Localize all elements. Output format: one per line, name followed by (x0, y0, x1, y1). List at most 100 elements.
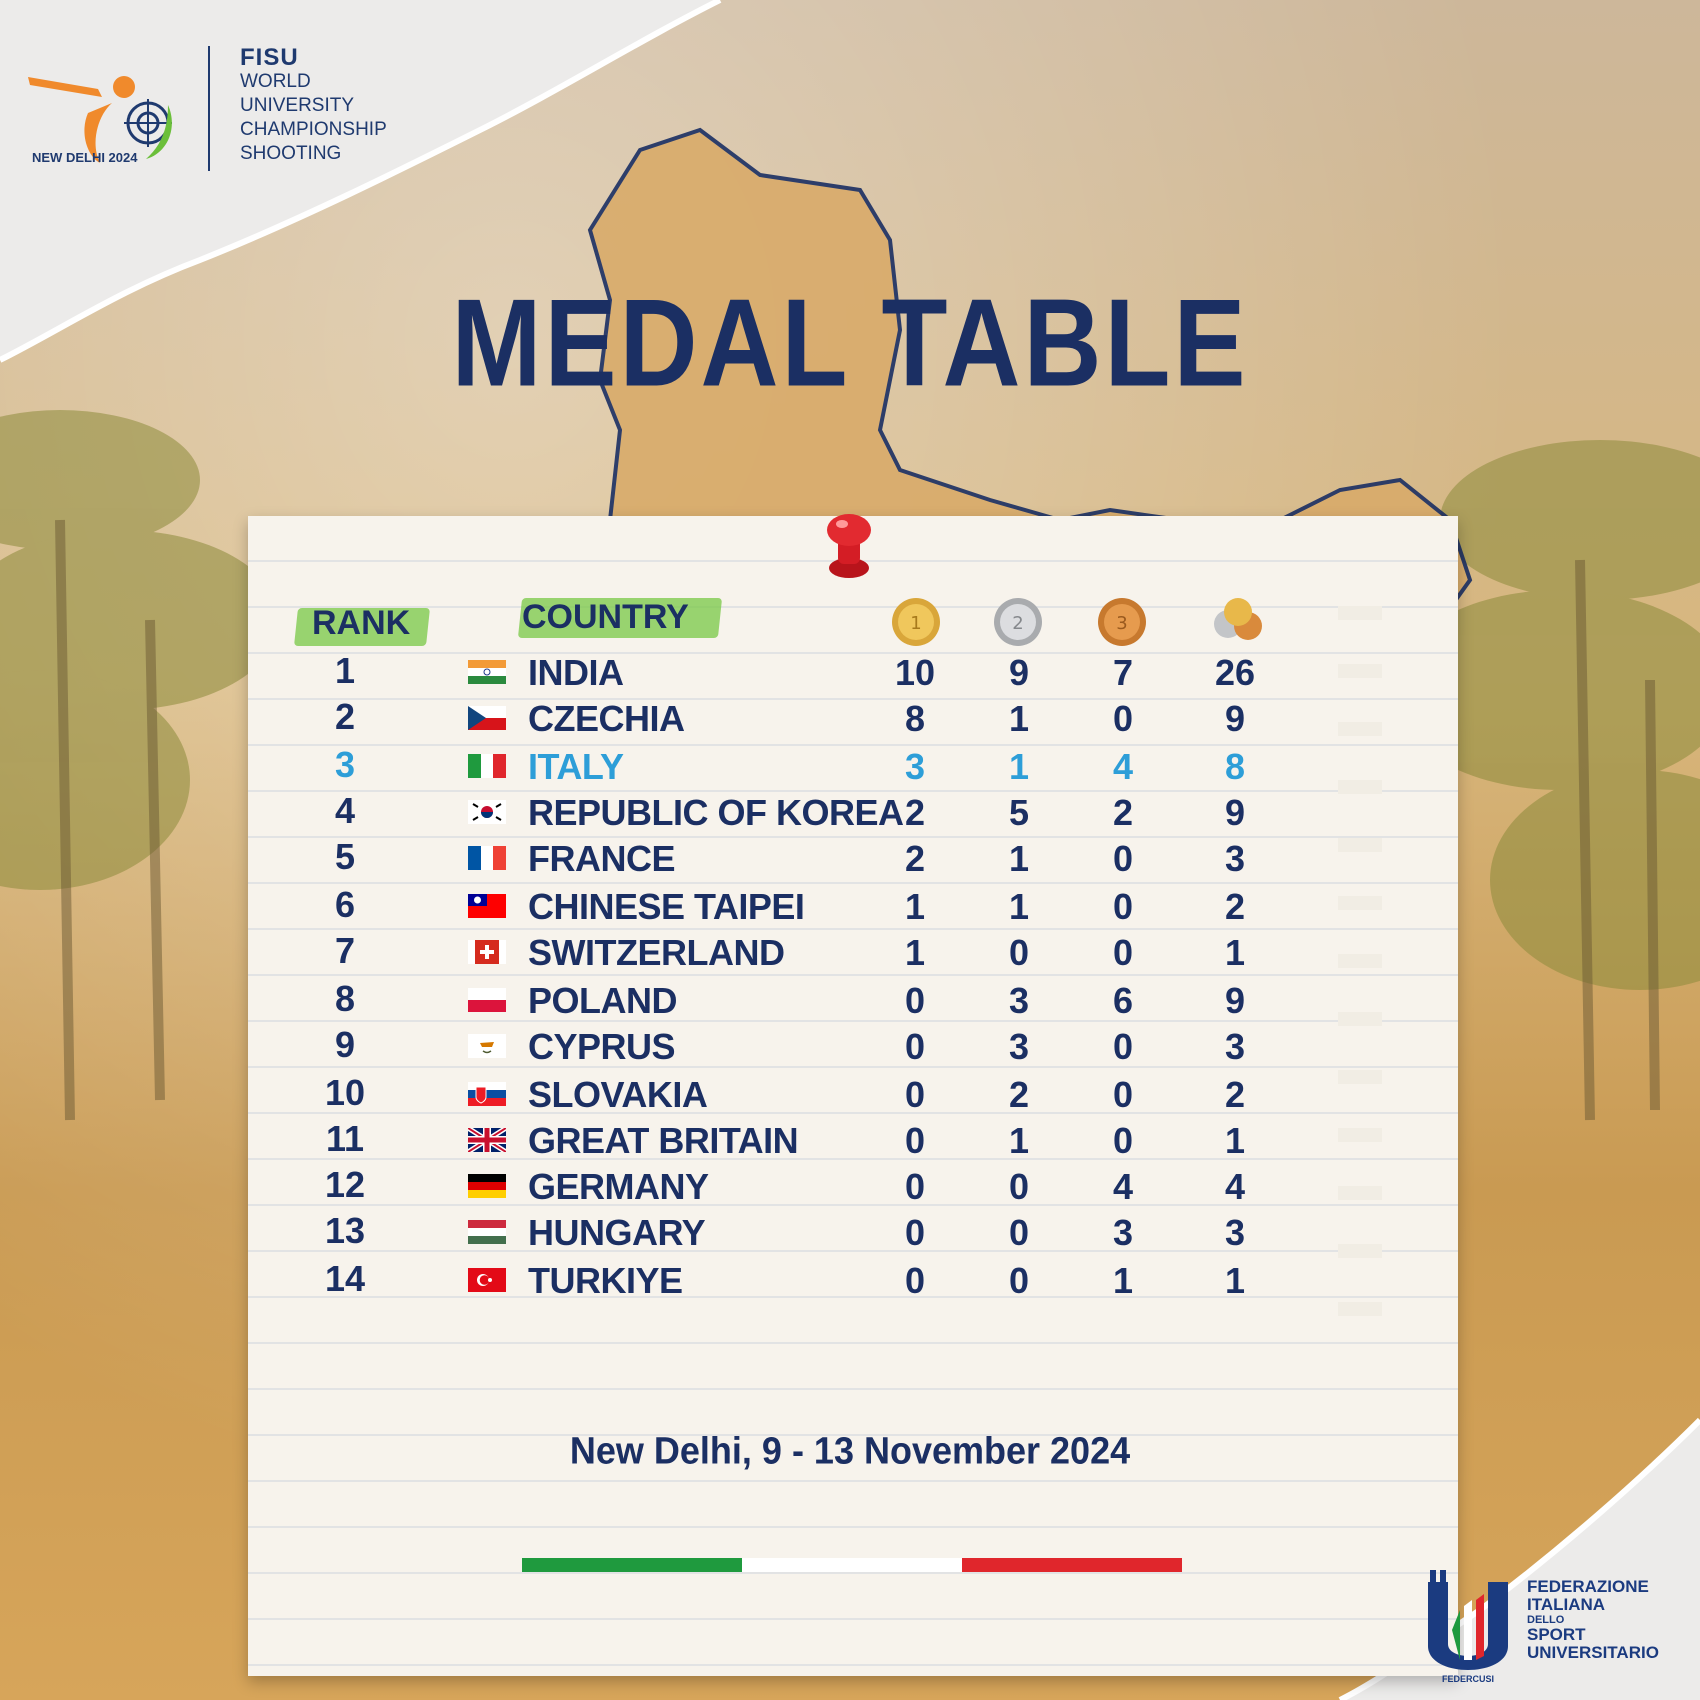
germany-flag-icon (468, 1174, 506, 1198)
total-count-cell: 1 (1224, 1260, 1246, 1301)
switzerland-flag-icon (468, 940, 506, 964)
hungary-flag-icon (468, 1220, 506, 1244)
table-row: 9 CYPRUS 0 3 0 3 (0, 1024, 1700, 1070)
championship-line: CHAMPIONSHIP (240, 119, 387, 140)
silver-count-cell: 0 (1008, 932, 1030, 973)
svg-text:2: 2 (1012, 613, 1023, 634)
bronze-count-cell: 0 (1112, 1074, 1134, 1115)
country-cell: CHINESE TAIPEI (528, 886, 805, 927)
bronze-count-cell: 0 (1112, 886, 1134, 927)
gold-count-cell: 10 (894, 652, 936, 693)
korea-flag-icon (468, 800, 506, 824)
gold-count-cell: 1 (904, 886, 926, 927)
country-cell: GREAT BRITAIN (528, 1120, 799, 1161)
bronze-count-cell: 0 (1112, 698, 1134, 739)
rank-cell: 4 (334, 790, 356, 831)
total-medals-icon (1214, 598, 1262, 640)
india-flag-icon (468, 660, 506, 684)
table-row: 1 INDIA 10 9 7 26 (0, 650, 1700, 696)
country-cell: SWITZERLAND (528, 932, 785, 973)
gold-count-cell: 2 (904, 792, 926, 833)
total-count-cell: 2 (1224, 1074, 1246, 1115)
bronze-count-cell: 0 (1112, 1120, 1134, 1161)
svg-text:1: 1 (910, 613, 921, 634)
rank-cell: 8 (334, 978, 356, 1019)
silver-count-cell: 1 (1008, 1120, 1030, 1161)
rank-cell: 14 (324, 1258, 366, 1299)
palm-trees-background (0, 410, 1700, 1121)
gold-count-cell: 0 (904, 1212, 926, 1253)
total-count-cell: 9 (1224, 698, 1246, 739)
rank-cell: 5 (334, 836, 356, 877)
country-cell: GERMANY (528, 1166, 709, 1207)
france-flag-icon (468, 846, 506, 870)
chinese-taipei-flag-icon (468, 894, 506, 918)
total-count-cell: 1 (1224, 932, 1246, 973)
country-cell: ITALY (528, 746, 624, 787)
page-title: MEDAL TABLE (451, 272, 1249, 413)
great-britain-flag-icon (468, 1128, 506, 1152)
bronze-count-cell: 4 (1112, 746, 1134, 787)
rank-cell: 2 (334, 696, 356, 737)
table-row: 4 REPUBLIC OF KOREA 2 5 2 9 (0, 790, 1700, 836)
fisu-shooting-logo (28, 76, 172, 163)
federation-line: DELLO (1527, 1614, 1565, 1626)
gold-count-cell: 2 (904, 838, 926, 879)
silver-count-cell: 2 (1008, 1074, 1030, 1115)
gold-count-cell: 0 (904, 1166, 926, 1207)
silver-count-cell: 0 (1008, 1166, 1030, 1207)
country-cell: REPUBLIC OF KOREA (528, 792, 904, 833)
silver-count-cell: 1 (1008, 886, 1030, 927)
cyprus-flag-icon (468, 1034, 506, 1058)
rank-cell: 7 (334, 930, 356, 971)
total-count-cell: 26 (1214, 652, 1256, 693)
push-pin-icon (827, 514, 871, 578)
country-cell: TURKIYE (528, 1260, 683, 1301)
table-row: 10 SLOVAKIA 0 2 0 2 (0, 1072, 1700, 1118)
bronze-count-cell: 0 (1112, 838, 1134, 879)
table-row: 2 CZECHIA 8 1 0 9 (0, 696, 1700, 742)
logo-divider (208, 46, 210, 171)
total-count-cell: 2 (1224, 886, 1246, 927)
tricolor-white-segment (742, 1558, 962, 1572)
rank-cell: 6 (334, 884, 356, 925)
country-cell: CZECHIA (528, 698, 685, 739)
bronze-medal-icon: 3 (1098, 598, 1146, 646)
silver-count-cell: 1 (1008, 746, 1030, 787)
total-count-cell: 1 (1224, 1120, 1246, 1161)
total-count-cell: 9 (1224, 792, 1246, 833)
bronze-count-cell: 6 (1112, 980, 1134, 1021)
table-row: 6 CHINESE TAIPEI 1 1 0 2 (0, 884, 1700, 930)
torn-paper-top (0, 0, 722, 363)
silver-medal-icon: 2 (994, 598, 1042, 646)
bronze-count-cell: 3 (1112, 1212, 1134, 1253)
gold-count-cell: 8 (904, 698, 926, 739)
federation-line: FEDERAZIONE (1527, 1577, 1649, 1596)
rank-header: RANK (312, 604, 411, 642)
total-count-cell: 3 (1224, 838, 1246, 879)
silver-count-cell: 0 (1008, 1260, 1030, 1301)
gold-count-cell: 1 (904, 932, 926, 973)
czechia-flag-icon (468, 706, 506, 730)
tricolor-green-segment (522, 1558, 742, 1572)
federation-name: FEDERAZIONE ITALIANA DELLO SPORT UNIVERS… (1527, 1578, 1659, 1662)
championship-line: UNIVERSITY (240, 95, 355, 116)
total-count-cell: 8 (1224, 746, 1246, 787)
country-cell: FRANCE (528, 838, 676, 879)
table-row: 5 FRANCE 2 1 0 3 (0, 836, 1700, 882)
rank-cell: 9 (334, 1024, 356, 1065)
gold-count-cell: 0 (904, 1074, 926, 1115)
event-date: New Delhi, 9 - 13 November 2024 (569, 1428, 1131, 1472)
silver-count-cell: 3 (1008, 980, 1030, 1021)
table-row: 11 GREAT BRITAIN 0 1 0 1 (0, 1118, 1700, 1164)
event-year-label: NEW DELHI 2024 (32, 150, 138, 165)
bronze-count-cell: 4 (1112, 1166, 1134, 1207)
gold-count-cell: 0 (904, 980, 926, 1021)
table-row: 12 GERMANY 0 0 4 4 (0, 1164, 1700, 1210)
italy-flag-icon (468, 754, 506, 778)
country-cell: CYPRUS (528, 1026, 676, 1067)
rank-cell: 3 (334, 744, 356, 785)
country-cell: HUNGARY (528, 1212, 706, 1253)
poland-flag-icon (468, 988, 506, 1012)
country-cell: INDIA (528, 652, 624, 693)
